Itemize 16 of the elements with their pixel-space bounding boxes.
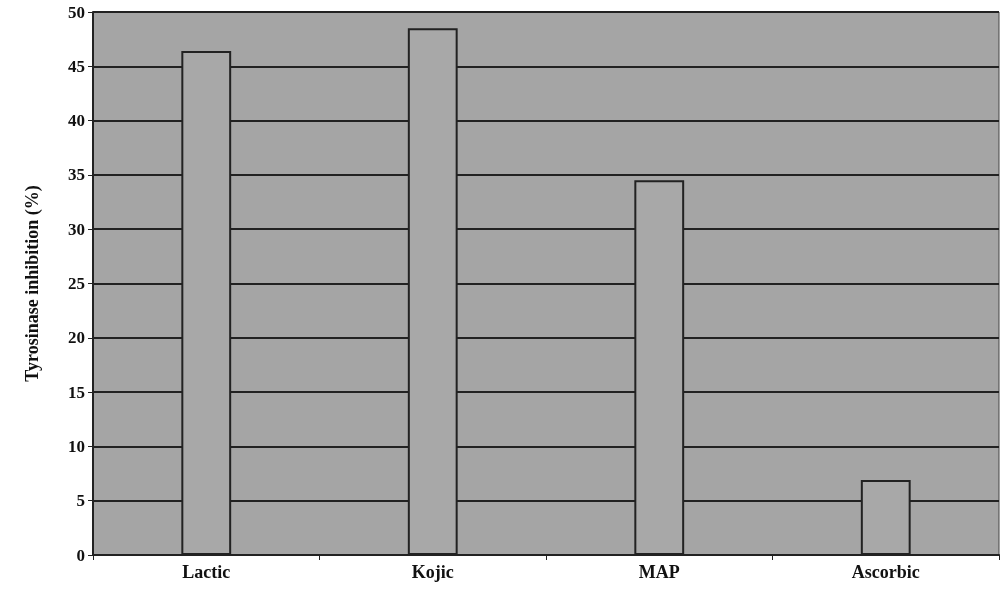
y-tick-label: 25 <box>68 274 85 293</box>
y-tick-label: 50 <box>68 2 85 22</box>
y-tick-label: 30 <box>68 219 85 239</box>
y-tick-label: 10 <box>68 436 85 456</box>
y-axis-title: Tyrosinase inhibition (%) <box>22 185 43 382</box>
y-tick-label: 45 <box>68 56 85 76</box>
x-tick-label: Lactic <box>182 562 231 582</box>
y-tick-label: 0 <box>76 545 85 565</box>
x-tick-label: Ascorbic <box>851 562 920 582</box>
y-tick-label: 5 <box>76 491 85 511</box>
y-tick-label: 20 <box>68 328 85 348</box>
y-tick-label: 35 <box>68 165 85 185</box>
x-tick-label: Kojic <box>411 562 454 582</box>
x-tick-label: MAP <box>638 562 680 582</box>
y-tick-label: 15 <box>68 382 85 402</box>
y-tick-label: 40 <box>68 111 85 131</box>
